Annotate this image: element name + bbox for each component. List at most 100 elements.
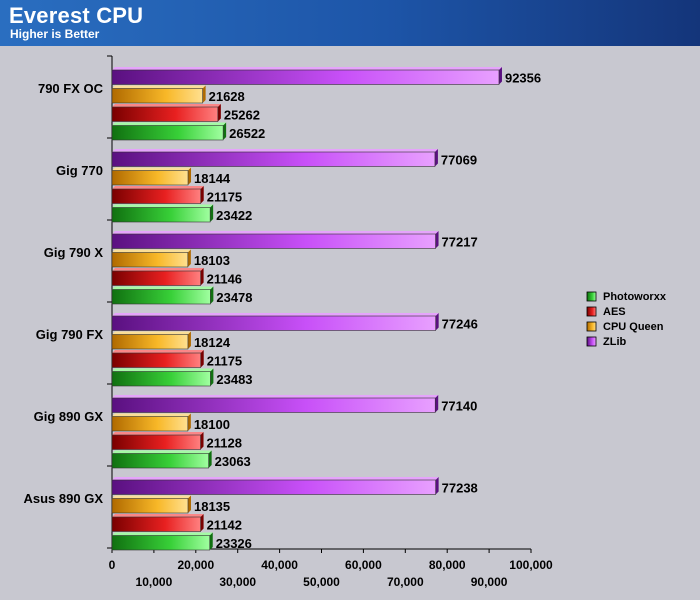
data-label: 21142 xyxy=(207,518,242,533)
bar-photoworxx xyxy=(111,289,211,305)
legend-swatch xyxy=(586,321,597,332)
bar-side-face xyxy=(210,286,214,304)
bar-cpu-queen xyxy=(111,334,189,350)
bar-side-face xyxy=(187,331,191,349)
bar-side-face xyxy=(200,350,204,368)
bar-side-face xyxy=(217,104,221,122)
bar-cpu-queen xyxy=(111,416,189,432)
data-label: 23422 xyxy=(216,208,252,223)
data-label: 18100 xyxy=(194,417,230,432)
bar-top-face xyxy=(112,85,206,89)
bar-photoworxx xyxy=(111,371,211,387)
bar-zlib xyxy=(111,233,436,249)
bar-side-face xyxy=(209,532,213,550)
data-label: 18144 xyxy=(194,171,231,186)
data-label: 25262 xyxy=(224,108,260,123)
bar-top-face xyxy=(112,249,191,253)
data-label: 21628 xyxy=(209,89,245,104)
legend-label: CPU Queen xyxy=(603,321,664,333)
bar-top-face xyxy=(112,186,204,189)
bar-top-face xyxy=(112,350,204,353)
category-label: Asus 890 GX xyxy=(24,491,104,506)
category-label: Gig 770 xyxy=(56,163,103,178)
bar-aes xyxy=(111,352,202,368)
category-label: Gig 890 GX xyxy=(34,409,104,424)
data-label: 18135 xyxy=(194,499,230,514)
bar-cpu-queen xyxy=(111,498,189,514)
chart-title: Everest CPU xyxy=(9,3,144,28)
x-tick-label: 80,000 xyxy=(429,558,466,572)
bar-side-face xyxy=(187,249,191,267)
x-tick-label: 20,000 xyxy=(177,558,214,572)
data-label: 23483 xyxy=(216,372,252,387)
legend-swatch xyxy=(586,306,597,317)
bar-zlib xyxy=(111,397,436,413)
category-label: Gig 790 FX xyxy=(36,327,104,342)
x-tick-label: 100,000 xyxy=(509,558,553,572)
data-label: 23063 xyxy=(215,454,251,469)
bar-side-face xyxy=(200,268,204,286)
bar-top-face xyxy=(112,532,213,536)
bar-top-face xyxy=(112,167,192,171)
bar-side-face xyxy=(435,313,439,331)
bar-cpu-queen xyxy=(111,88,203,104)
chart-header: Everest CPU Higher is Better xyxy=(0,0,700,46)
bar-side-face xyxy=(210,204,214,222)
bar-zlib xyxy=(111,69,500,85)
bar-top-face xyxy=(112,231,439,234)
bar-side-face xyxy=(435,231,439,249)
bar-photoworxx xyxy=(111,535,211,551)
bar-aes xyxy=(111,188,202,204)
bar-side-face xyxy=(188,167,192,185)
x-tick-label: 70,000 xyxy=(387,575,424,589)
bar-top-face xyxy=(112,477,439,480)
bar-zlib xyxy=(111,315,436,331)
bar-top-face xyxy=(112,413,191,417)
bar-side-face xyxy=(187,495,191,513)
bar-side-face xyxy=(210,368,214,386)
bar-side-face xyxy=(434,149,438,167)
x-tick-label: 60,000 xyxy=(345,558,382,572)
bar-zlib xyxy=(111,479,436,495)
bar-photoworxx xyxy=(111,453,209,469)
chart-subtitle: Higher is Better xyxy=(10,27,100,41)
bar-aes xyxy=(111,516,201,532)
bar-top-face xyxy=(112,149,438,152)
bar-top-face xyxy=(112,313,439,316)
data-label: 21175 xyxy=(207,354,242,369)
legend-swatch xyxy=(586,291,597,302)
data-label: 26522 xyxy=(229,126,265,141)
bar-side-face xyxy=(187,413,191,431)
bar-top-face xyxy=(112,395,439,398)
bar-top-face xyxy=(112,268,204,271)
bar-side-face xyxy=(202,85,206,103)
bar-photoworxx xyxy=(111,207,211,223)
data-label: 18124 xyxy=(194,335,231,350)
bar-top-face xyxy=(112,122,227,126)
legend-label: Photoworxx xyxy=(603,291,667,303)
bar-photoworxx xyxy=(111,125,224,141)
bar-zlib xyxy=(111,151,436,167)
category-label: 790 FX OC xyxy=(38,81,104,96)
bar-top-face xyxy=(112,331,191,335)
bar-top-face xyxy=(112,495,191,499)
data-label: 18103 xyxy=(194,253,230,268)
data-label: 77140 xyxy=(441,399,477,414)
data-label: 77246 xyxy=(442,317,478,332)
bar-side-face xyxy=(435,395,439,413)
bar-side-face xyxy=(200,186,204,204)
category-label: Gig 790 X xyxy=(44,245,104,260)
bar-cpu-queen xyxy=(111,252,189,268)
x-tick-label: 50,000 xyxy=(303,575,340,589)
data-label: 21128 xyxy=(207,436,242,451)
bar-side-face xyxy=(200,432,204,450)
legend-label: ZLib xyxy=(603,336,626,348)
bar-side-face xyxy=(498,67,502,85)
data-label: 77217 xyxy=(442,235,478,250)
data-label: 21175 xyxy=(207,190,242,205)
data-label: 23478 xyxy=(216,290,252,305)
bar-top-face xyxy=(112,204,214,208)
bar-aes xyxy=(111,270,201,286)
